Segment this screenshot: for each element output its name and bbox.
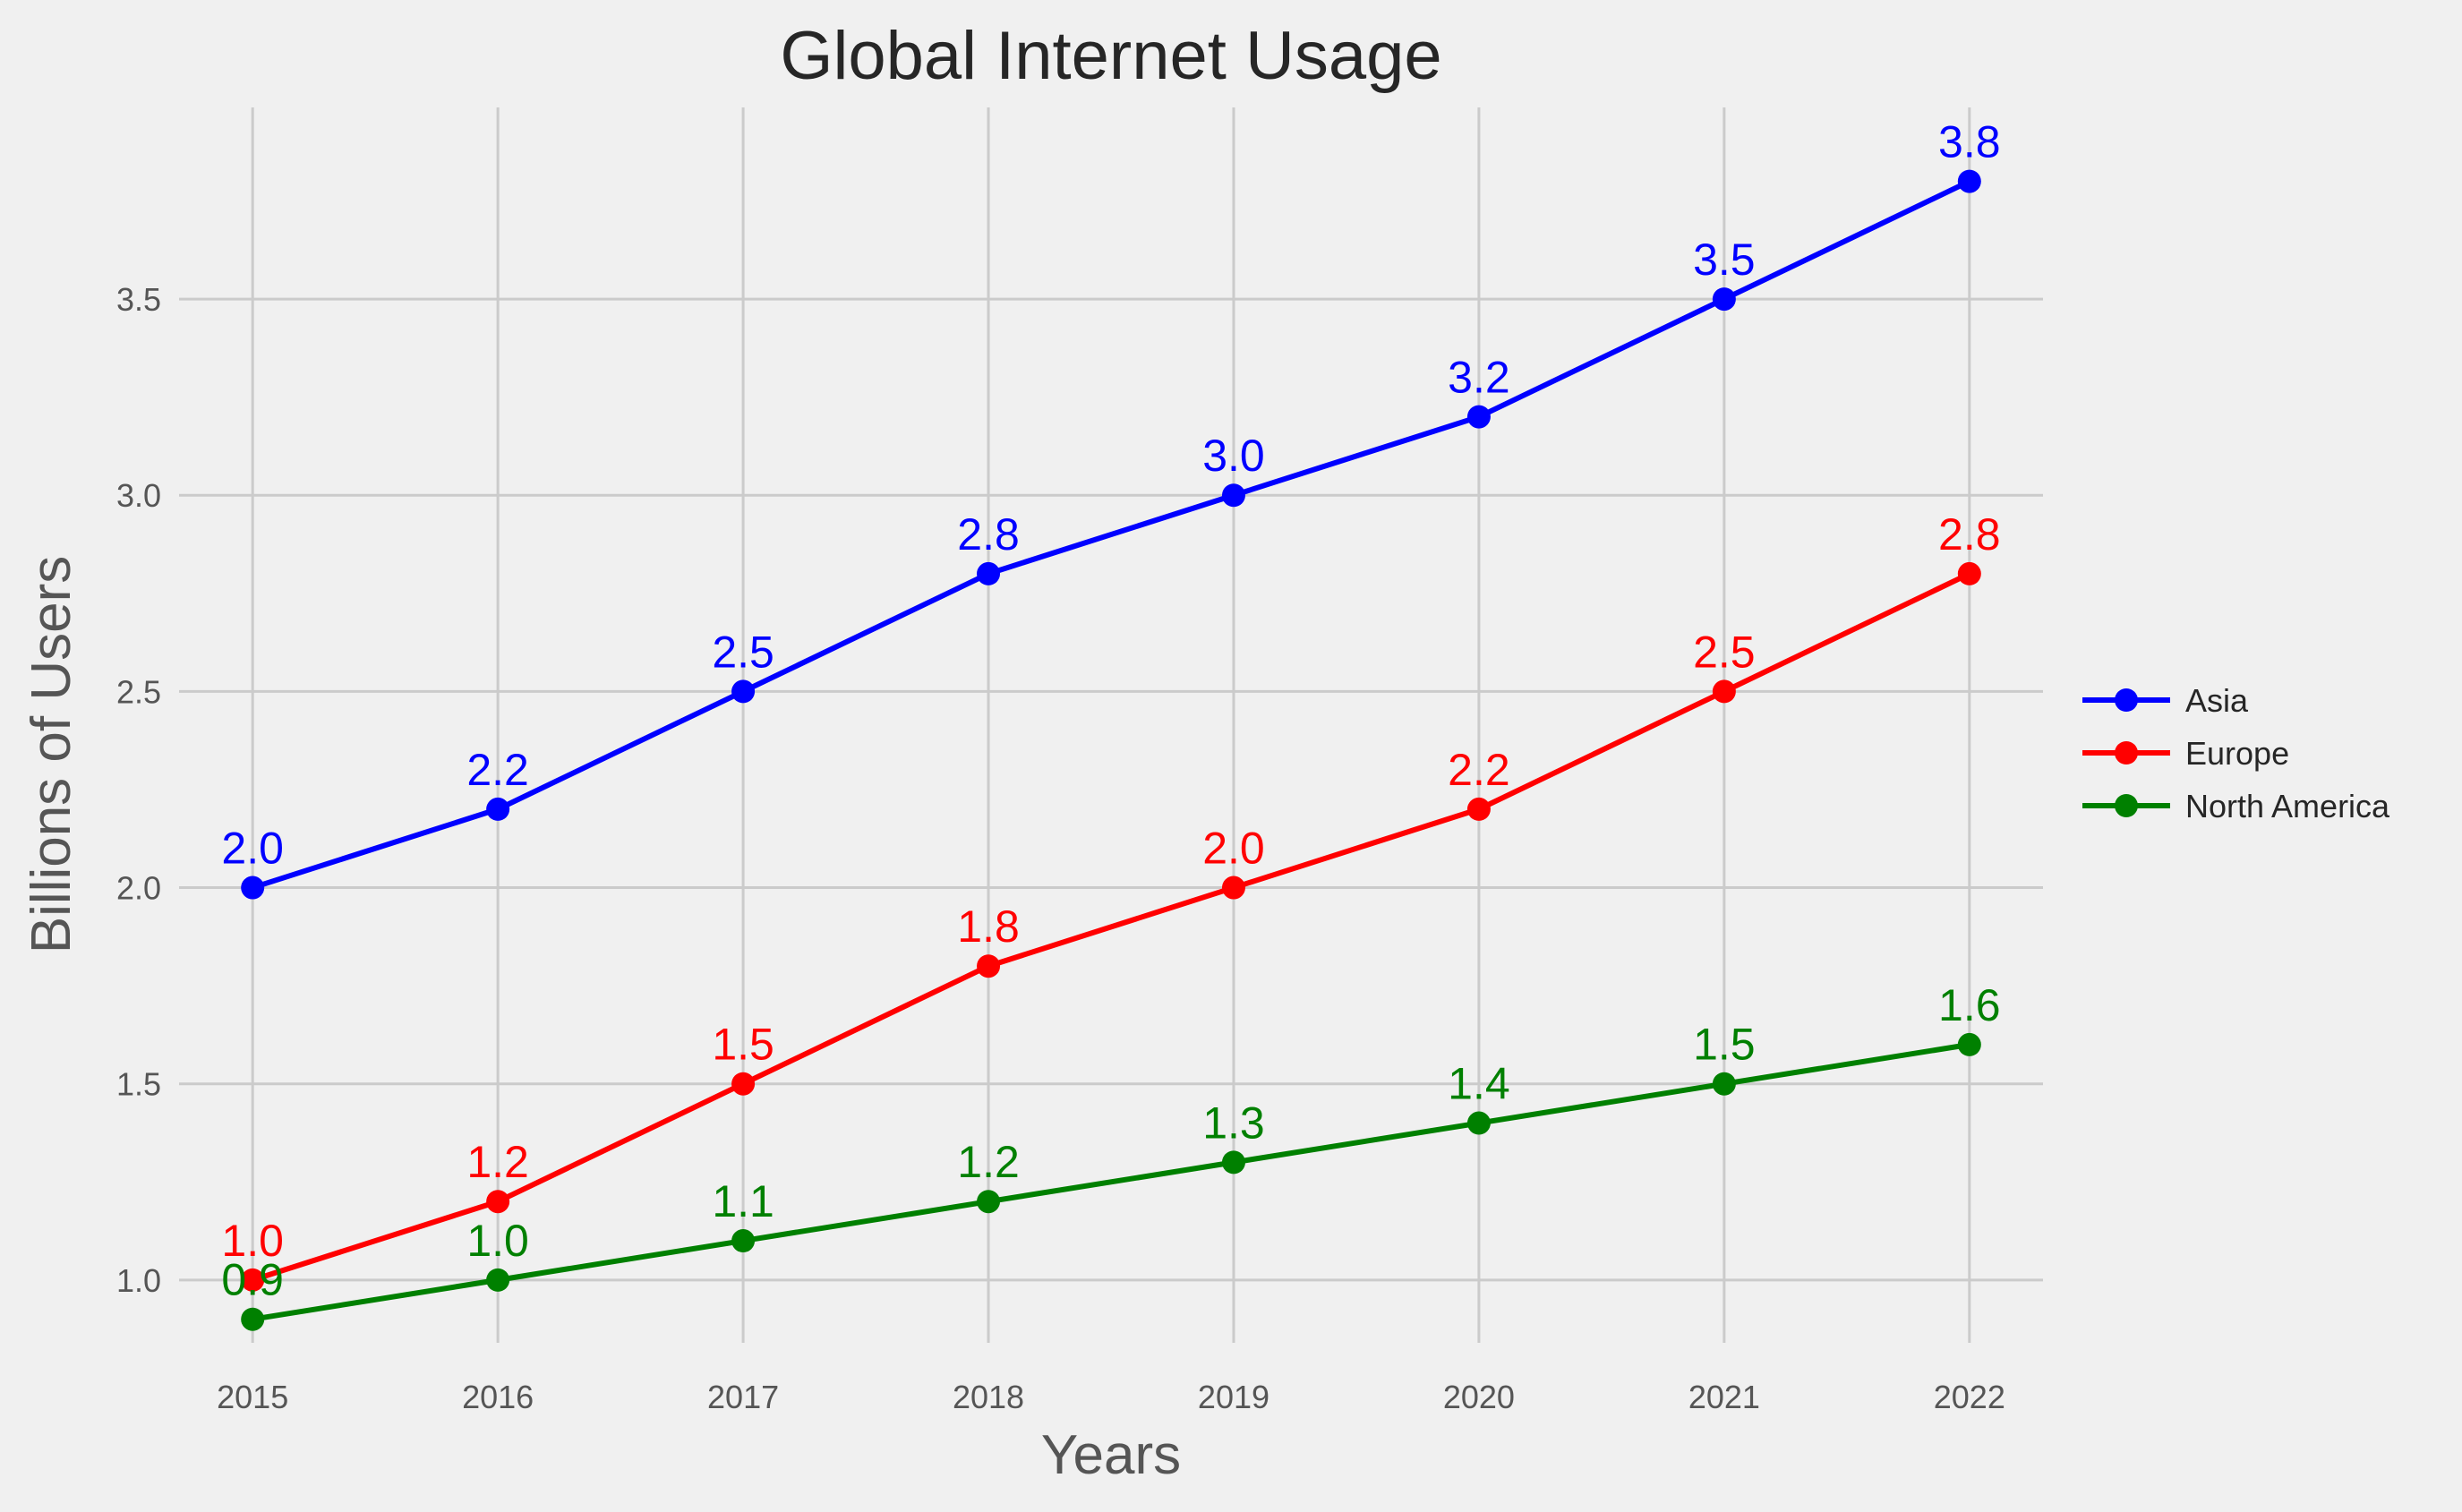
- data-point: [1221, 1150, 1245, 1175]
- legend-label: North America: [2185, 788, 2390, 824]
- data-point: [977, 1190, 1001, 1214]
- grid: [179, 107, 2043, 1343]
- data-point: [241, 1268, 265, 1292]
- x-tick-label: 2021: [1688, 1379, 1760, 1415]
- series-line: [250, 570, 1972, 1283]
- legend-label: Asia: [2185, 682, 2249, 719]
- y-tick-label: 3.0: [116, 477, 161, 514]
- x-tick-label: 2016: [462, 1379, 534, 1415]
- y-tick-label: 2.5: [116, 673, 161, 710]
- data-label: 1.5: [712, 1020, 774, 1070]
- data-label: 1.4: [1448, 1059, 1510, 1109]
- x-axis-ticks: 2015 2016 2017 2018 2019 2020 2021 2022: [217, 1379, 2005, 1415]
- legend: Asia Europe North America: [2082, 682, 2390, 824]
- y-tick-label: 2.0: [116, 870, 161, 907]
- data-point: [1221, 483, 1245, 508]
- y-axis-label: Billions of Users: [21, 556, 82, 953]
- series-line: [250, 178, 1972, 891]
- data-label: 1.0: [466, 1216, 529, 1266]
- data-label: 2.5: [712, 627, 774, 677]
- data-point: [977, 954, 1001, 978]
- x-tick-label: 2018: [953, 1379, 1024, 1415]
- data-point: [977, 561, 1001, 585]
- data-point: [241, 1307, 265, 1331]
- x-tick-label: 2022: [1934, 1379, 2005, 1415]
- y-tick-label: 3.5: [116, 281, 161, 318]
- data-point: [1466, 1111, 1491, 1135]
- data-point: [1712, 1072, 1736, 1096]
- data-point: [1957, 561, 1981, 585]
- data-point: [1221, 876, 1245, 900]
- data-label: 1.2: [466, 1137, 529, 1187]
- data-label: 2.8: [1938, 509, 2001, 560]
- data-label: 2.0: [1202, 824, 1265, 874]
- data-point: [486, 1268, 510, 1292]
- data-label: 1.6: [1938, 980, 2001, 1030]
- data-label: 3.2: [1448, 353, 1510, 403]
- data-label: 1.8: [957, 901, 1020, 952]
- series-line: [250, 1041, 1972, 1322]
- y-axis-ticks: 1.0 1.5 2.0 2.5 3.0 3.5: [116, 281, 161, 1299]
- data-point: [731, 1229, 756, 1253]
- data-label: 1.5: [1693, 1020, 1756, 1070]
- x-tick-label: 2019: [1198, 1379, 1269, 1415]
- data-point: [1712, 679, 1736, 704]
- x-tick-label: 2020: [1443, 1379, 1515, 1415]
- chart-title: Global Internet Usage: [780, 18, 1441, 94]
- legend-marker: [2115, 688, 2138, 712]
- data-point: [1466, 405, 1491, 429]
- y-tick-label: 1.0: [116, 1262, 161, 1299]
- data-labels: 2.0 2.2 2.5 2.8 3.0 3.2 3.5 3.8 1.0 1.2 1.5 1.8 2.0 2…: [221, 117, 2000, 1305]
- data-label: 3.5: [1693, 235, 1756, 285]
- data-label: 2.2: [466, 745, 529, 795]
- data-point: [1957, 169, 1981, 193]
- data-label: 1.3: [1202, 1098, 1265, 1148]
- x-tick-label: 2017: [707, 1379, 779, 1415]
- data-label: 2.2: [1448, 745, 1510, 795]
- data-label: 2.5: [1693, 627, 1756, 677]
- legend-marker: [2115, 741, 2138, 765]
- data-label: 2.8: [957, 509, 1020, 560]
- data-point: [486, 1190, 510, 1214]
- data-point: [241, 876, 265, 900]
- data-point: [1957, 1032, 1981, 1056]
- data-point: [731, 679, 756, 704]
- data-point: [731, 1072, 756, 1096]
- data-point: [1712, 287, 1736, 312]
- data-label: 2.0: [221, 824, 284, 874]
- data-label: 1.0: [221, 1216, 284, 1266]
- legend-label: Europe: [2185, 735, 2289, 772]
- x-tick-label: 2015: [217, 1379, 288, 1415]
- data-label: 3.8: [1938, 117, 2001, 167]
- data-point: [1466, 797, 1491, 821]
- data-label: 0.9: [221, 1255, 284, 1305]
- x-axis-label: Years: [1041, 1424, 1181, 1486]
- data-label: 1.2: [957, 1137, 1020, 1187]
- legend-marker: [2115, 794, 2138, 817]
- series: [241, 169, 1981, 1331]
- data-label: 3.0: [1202, 431, 1265, 481]
- y-tick-label: 1.5: [116, 1066, 161, 1103]
- data-point: [486, 797, 510, 821]
- data-label: 1.1: [712, 1176, 774, 1226]
